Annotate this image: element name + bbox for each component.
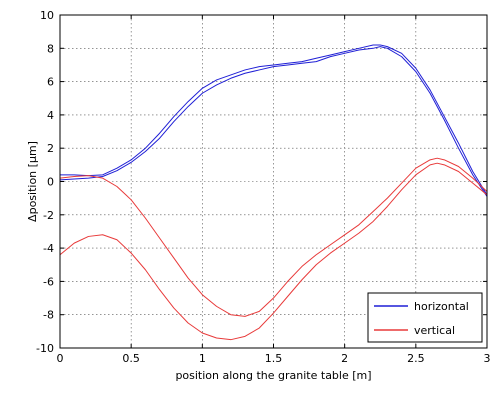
series-line-vertical-3 [59, 162, 488, 341]
grid-lines [60, 15, 487, 348]
legend: horizontal vertical [367, 292, 483, 343]
legend-label-horizontal: horizontal [414, 300, 469, 313]
x-tick-label: 0 [57, 352, 64, 365]
x-tick-label: 2 [341, 352, 348, 365]
legend-box [367, 292, 483, 343]
y-tick-label: 10 [40, 9, 54, 22]
y-tick-label: 6 [47, 76, 54, 89]
y-tick-label: -8 [43, 309, 54, 322]
x-axis: 0 0.5 1 1.5 2 2.5 3 [57, 15, 491, 365]
x-tick-label: 0.5 [122, 352, 140, 365]
series-line-horizontal-0 [60, 44, 488, 196]
y-tick-label: -10 [36, 342, 54, 355]
x-tick-label: 1 [199, 352, 206, 365]
x-tick-label: 3 [484, 352, 491, 365]
y-tick-label: 2 [47, 142, 54, 155]
y-tick-label: -2 [43, 209, 54, 222]
y-tick-label: -6 [43, 275, 54, 288]
x-tick-label: 2.5 [407, 352, 425, 365]
y-tick-label: -4 [43, 242, 54, 255]
y-axis: -10 -8 -6 -4 -2 0 2 4 6 8 10 [36, 9, 487, 355]
y-tick-label: 4 [47, 109, 54, 122]
y-tick-label: 0 [47, 176, 54, 189]
y-axis-label: Δposition [μm] [26, 141, 39, 222]
series-layer [59, 44, 488, 341]
series-line-vertical-2 [59, 157, 488, 317]
x-tick-label: 1.5 [265, 352, 283, 365]
series-line-horizontal-1 [59, 46, 488, 197]
x-axis-label: position along the granite table [m] [175, 369, 371, 382]
legend-label-vertical: vertical [414, 324, 455, 337]
y-tick-label: 8 [47, 42, 54, 55]
